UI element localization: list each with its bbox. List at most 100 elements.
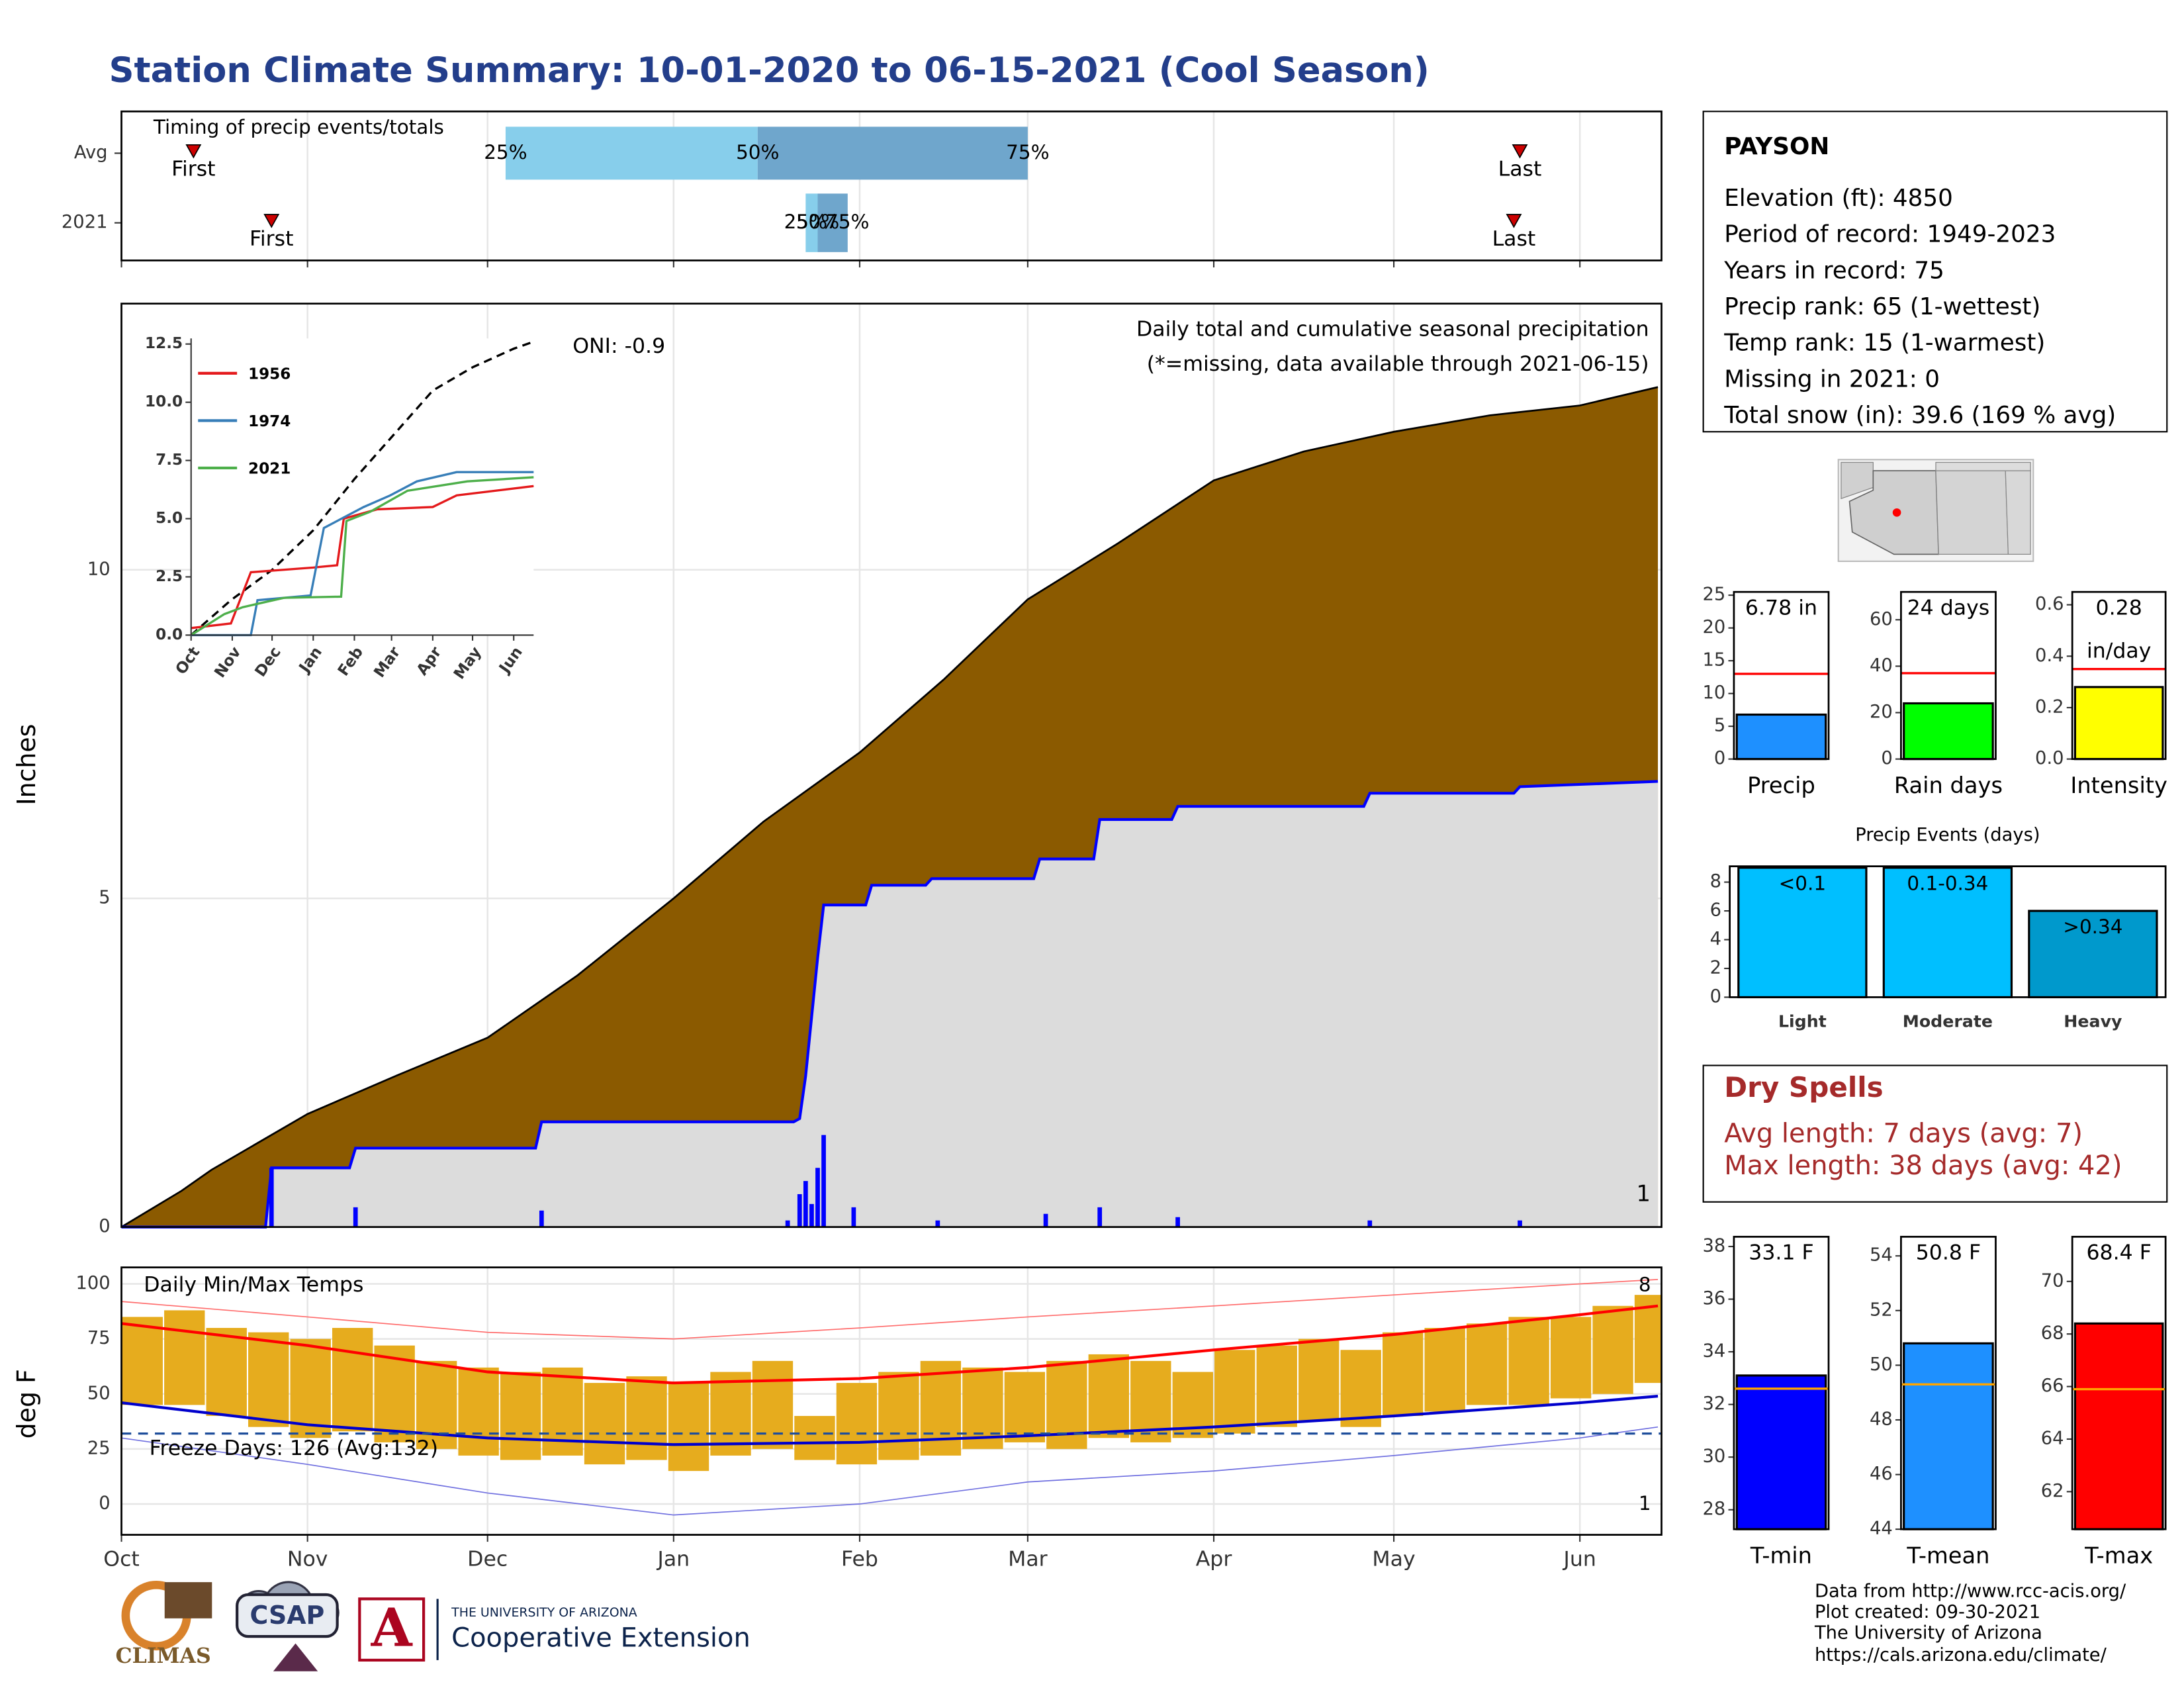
y-axis-title: Inches xyxy=(12,724,41,806)
bar xyxy=(1735,713,1827,761)
y-tick-label: 32 xyxy=(1703,1393,1726,1414)
bar xyxy=(1735,1374,1827,1530)
value-label: 50.8 F xyxy=(1916,1241,1981,1265)
temp-range-bar xyxy=(1340,1350,1381,1427)
panel-frame xyxy=(2071,1235,2167,1530)
daily-precip-bar xyxy=(803,1181,808,1227)
temp-range-bar xyxy=(1214,1350,1255,1434)
y-tick-label: 48 xyxy=(1870,1409,1893,1429)
bar xyxy=(1737,867,1868,999)
value-label: 0.28 xyxy=(2096,596,2142,620)
panel-frame xyxy=(120,303,1662,1228)
temp-range-bar xyxy=(164,1310,205,1405)
y-tick-label: 10 xyxy=(1703,682,1726,703)
temp-range-bar xyxy=(584,1383,625,1465)
temp-range-bar xyxy=(500,1372,541,1460)
x-tick-label: Feb xyxy=(841,1547,878,1571)
quartile-bar xyxy=(505,126,758,180)
y-tick-label: 2 xyxy=(1710,957,1721,978)
y-tick-label: 46 xyxy=(1870,1464,1893,1484)
temp-range-bar xyxy=(1634,1295,1661,1383)
event-label: First xyxy=(250,227,293,251)
footer-line: Data from http://www.rcc-acis.org/ xyxy=(1815,1581,2126,1601)
station-line: Precip rank: 65 (1-wettest) xyxy=(1724,293,2040,320)
y-tick-label: 5.0 xyxy=(156,510,183,527)
y-tick-label: 0 xyxy=(99,1216,110,1237)
temp-range-bar xyxy=(248,1332,289,1427)
panel-frame xyxy=(1733,1235,1830,1530)
y-tick-label: 68 xyxy=(2041,1323,2064,1344)
annotation: Daily total and cumulative seasonal prec… xyxy=(1136,318,1649,342)
y-tick-label: 20 xyxy=(1703,617,1726,637)
daily-precip-bar xyxy=(353,1207,358,1227)
row-label: Avg xyxy=(74,142,108,163)
daily-precip-bar xyxy=(821,1135,826,1227)
normal-line xyxy=(121,1394,1659,1446)
y-tick-label: 6 xyxy=(1710,900,1721,921)
inset-line xyxy=(190,340,534,636)
normal-line xyxy=(121,1304,1659,1385)
y-tick-label: 0 xyxy=(1714,748,1725,769)
footer-line: https://cals.arizona.edu/climate/ xyxy=(1815,1645,2107,1665)
annotation: 1 xyxy=(1636,1181,1650,1207)
temp-range-bar xyxy=(878,1372,919,1460)
y-tick-label: 2.5 xyxy=(156,568,183,585)
y-tick-label: 54 xyxy=(1870,1245,1893,1266)
quartile-bar xyxy=(757,126,1028,180)
logo-text: CLIMAS xyxy=(116,1644,211,1668)
dry-spells-line: Avg length: 7 days (avg: 7) xyxy=(1724,1119,2083,1149)
locator-map xyxy=(1837,459,2034,562)
footer-line: The University of Arizona xyxy=(1814,1622,2042,1643)
panel-frame xyxy=(1900,590,1997,761)
panel-background xyxy=(191,338,534,635)
dry-spells-title: Dry Spells xyxy=(1724,1071,1884,1103)
quartile-label: 50% xyxy=(796,211,839,233)
quartile-label: 75% xyxy=(1006,141,1049,164)
station-line: Elevation (ft): 4850 xyxy=(1724,185,1953,212)
y-tick-label: 25 xyxy=(87,1438,111,1458)
y-tick-label: 30 xyxy=(1703,1446,1726,1467)
temp-range-bar xyxy=(122,1317,163,1405)
x-tick-label: Jan xyxy=(657,1547,690,1571)
page-title: Station Climate Summary: 10-01-2020 to 0… xyxy=(109,50,1430,91)
temp-range-bar xyxy=(962,1367,1003,1449)
temp-range-bar xyxy=(1298,1338,1340,1421)
quartile-bar xyxy=(817,193,848,252)
annotation: ONI: -0.9 xyxy=(572,334,665,358)
category-label: T-max xyxy=(2084,1543,2153,1569)
bin-label: <0.1 xyxy=(1779,872,1826,895)
inset-line xyxy=(191,485,534,630)
category-label: Rain days xyxy=(1894,773,2003,798)
y-tick-label: 5 xyxy=(1714,716,1725,736)
y-tick-label: 0.4 xyxy=(2035,645,2064,666)
value-label: 24 days xyxy=(1907,596,1990,620)
panel-frame xyxy=(1733,590,1830,761)
bar xyxy=(2073,686,2164,761)
category-label: Precip xyxy=(1747,773,1815,798)
y-tick-label: 44 xyxy=(1870,1519,1893,1539)
y-tick-label: 0.0 xyxy=(2035,748,2064,769)
cumulative-line xyxy=(121,780,1659,1229)
event-marker xyxy=(263,214,280,228)
station-line: Years in record: 75 xyxy=(1723,257,1944,284)
daily-precip-bar xyxy=(1175,1217,1180,1227)
y-axis-title: deg F xyxy=(12,1369,41,1438)
y-tick-label: 0.2 xyxy=(2035,696,2064,717)
logo-text: Cooperative Extension xyxy=(451,1622,751,1653)
y-tick-label: 0.6 xyxy=(2035,594,2064,614)
category-label: T-mean xyxy=(1906,1543,1989,1569)
daily-precip-bar xyxy=(851,1207,856,1227)
daily-precip-bar xyxy=(269,1168,274,1227)
logo-text: A xyxy=(371,1597,413,1659)
daily-precip-bar xyxy=(809,1203,814,1227)
event-marker xyxy=(1512,144,1528,159)
category-label: Moderate xyxy=(1903,1011,1993,1031)
station-box xyxy=(1702,111,2168,433)
y-tick-label: 70 xyxy=(2041,1270,2064,1291)
temp-range-bar xyxy=(332,1328,373,1432)
panel-title: Timing of precip events/totals xyxy=(153,116,444,138)
x-tick-label: Jun xyxy=(1563,1547,1596,1571)
station-line: Period of record: 1949-2023 xyxy=(1724,221,2056,248)
y-tick-label: 64 xyxy=(2041,1428,2064,1448)
